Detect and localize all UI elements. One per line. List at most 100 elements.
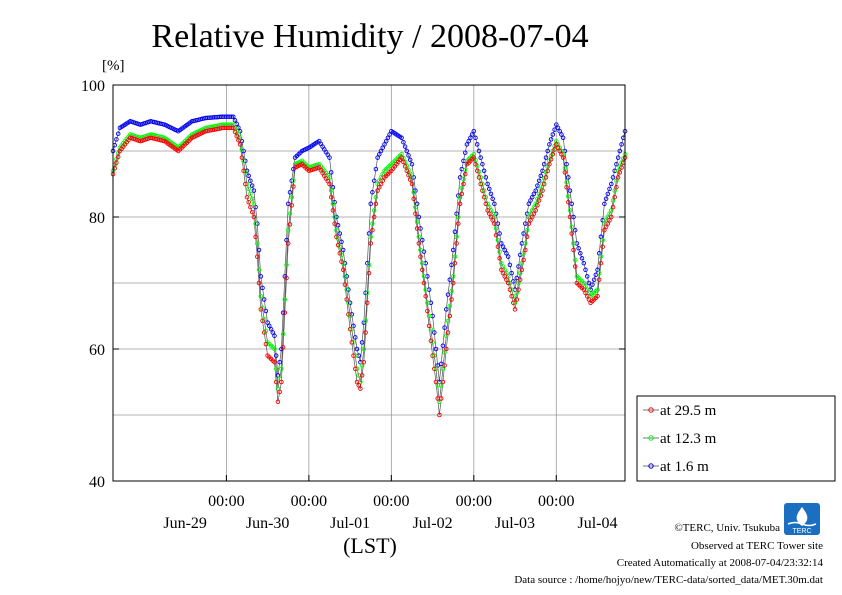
- data-point: [373, 201, 379, 207]
- data-point: [246, 173, 251, 179]
- data-point: [275, 373, 281, 378]
- data-point: [399, 135, 404, 141]
- data-point: [231, 114, 236, 119]
- data-point: [270, 330, 276, 335]
- data-point: [457, 201, 463, 207]
- data-point: [438, 361, 444, 367]
- data-point: [263, 341, 269, 347]
- data-point: [521, 257, 526, 263]
- data-point: [342, 282, 348, 287]
- data-point: [253, 234, 258, 240]
- y-axis-unit-label: [%]: [102, 58, 125, 74]
- data-point: [469, 132, 475, 137]
- data-point: [474, 168, 480, 174]
- data-point: [280, 310, 286, 315]
- data-point: [541, 181, 547, 187]
- data-point: [483, 201, 489, 207]
- data-point: [368, 241, 373, 246]
- data-point: [423, 293, 428, 299]
- data-point: [492, 201, 497, 207]
- data-point: [368, 201, 373, 207]
- data-point: [497, 249, 502, 254]
- data-point: [540, 168, 545, 174]
- data-point: [459, 185, 465, 191]
- x-tick-time-label: 00:00: [373, 493, 409, 510]
- data-point: [399, 155, 404, 160]
- data-point: [499, 267, 504, 273]
- data-point: [437, 412, 442, 418]
- data-point: [287, 211, 293, 216]
- data-point: [478, 181, 483, 187]
- data-point: [504, 251, 509, 256]
- data-point: [385, 135, 391, 141]
- data-point: [421, 280, 427, 286]
- data-point: [351, 340, 356, 345]
- data-point: [516, 264, 521, 269]
- data-point: [438, 383, 444, 388]
- data-point: [279, 366, 284, 372]
- data-point: [507, 262, 513, 268]
- data-point: [401, 159, 406, 165]
- data-point: [277, 376, 282, 381]
- x-tick-day-label: Jun-30: [246, 515, 290, 532]
- data-point: [251, 214, 257, 220]
- data-point: [607, 218, 612, 223]
- data-point: [554, 122, 559, 127]
- legend-box: [636, 395, 836, 482]
- data-point: [609, 208, 614, 213]
- data-point: [241, 158, 246, 164]
- data-point: [519, 267, 525, 273]
- y-tick-label: 40: [89, 474, 105, 491]
- data-point: [284, 262, 289, 268]
- data-point: [347, 326, 353, 332]
- data-point: [363, 290, 368, 296]
- data-point: [497, 256, 502, 261]
- data-point: [258, 274, 264, 279]
- data-point: [478, 175, 483, 180]
- legend-label: at 1.6 m: [660, 459, 709, 475]
- data-point: [273, 353, 279, 358]
- data-point: [450, 274, 456, 279]
- data-point: [547, 142, 552, 147]
- data-point: [433, 346, 439, 352]
- data-point: [540, 181, 545, 187]
- data-point: [358, 386, 363, 391]
- data-point: [255, 254, 260, 259]
- data-point: [344, 287, 349, 292]
- data-point: [444, 346, 449, 352]
- data-point: [404, 168, 410, 174]
- chart-title: Relative Humidity / 2008-07-04: [151, 18, 588, 55]
- data-point: [583, 284, 588, 289]
- data-point: [480, 181, 485, 187]
- data-point: [382, 142, 387, 147]
- data-point: [420, 237, 425, 243]
- data-point: [404, 148, 410, 154]
- data-point: [239, 155, 245, 160]
- data-point: [407, 157, 413, 163]
- data-point: [258, 293, 264, 299]
- data-point: [473, 161, 478, 167]
- data-point: [378, 181, 384, 187]
- data-point: [265, 320, 270, 325]
- data-point: [517, 252, 523, 258]
- data-point: [280, 345, 286, 350]
- data-point: [516, 280, 521, 286]
- data-point: [583, 290, 588, 296]
- data-point: [353, 366, 358, 372]
- data-point: [560, 155, 566, 160]
- data-point: [428, 326, 434, 332]
- data-point: [487, 211, 492, 216]
- y-tick-label: 100: [81, 78, 105, 95]
- data-point: [402, 159, 408, 165]
- data-point: [586, 297, 592, 302]
- data-point: [442, 350, 447, 355]
- data-point: [426, 323, 432, 329]
- data-point: [339, 239, 344, 245]
- data-point: [474, 142, 480, 147]
- data-point: [519, 260, 525, 266]
- data-point: [533, 188, 538, 193]
- data-point: [559, 152, 564, 157]
- data-point: [273, 366, 279, 372]
- data-point: [595, 293, 600, 299]
- data-point: [353, 335, 358, 340]
